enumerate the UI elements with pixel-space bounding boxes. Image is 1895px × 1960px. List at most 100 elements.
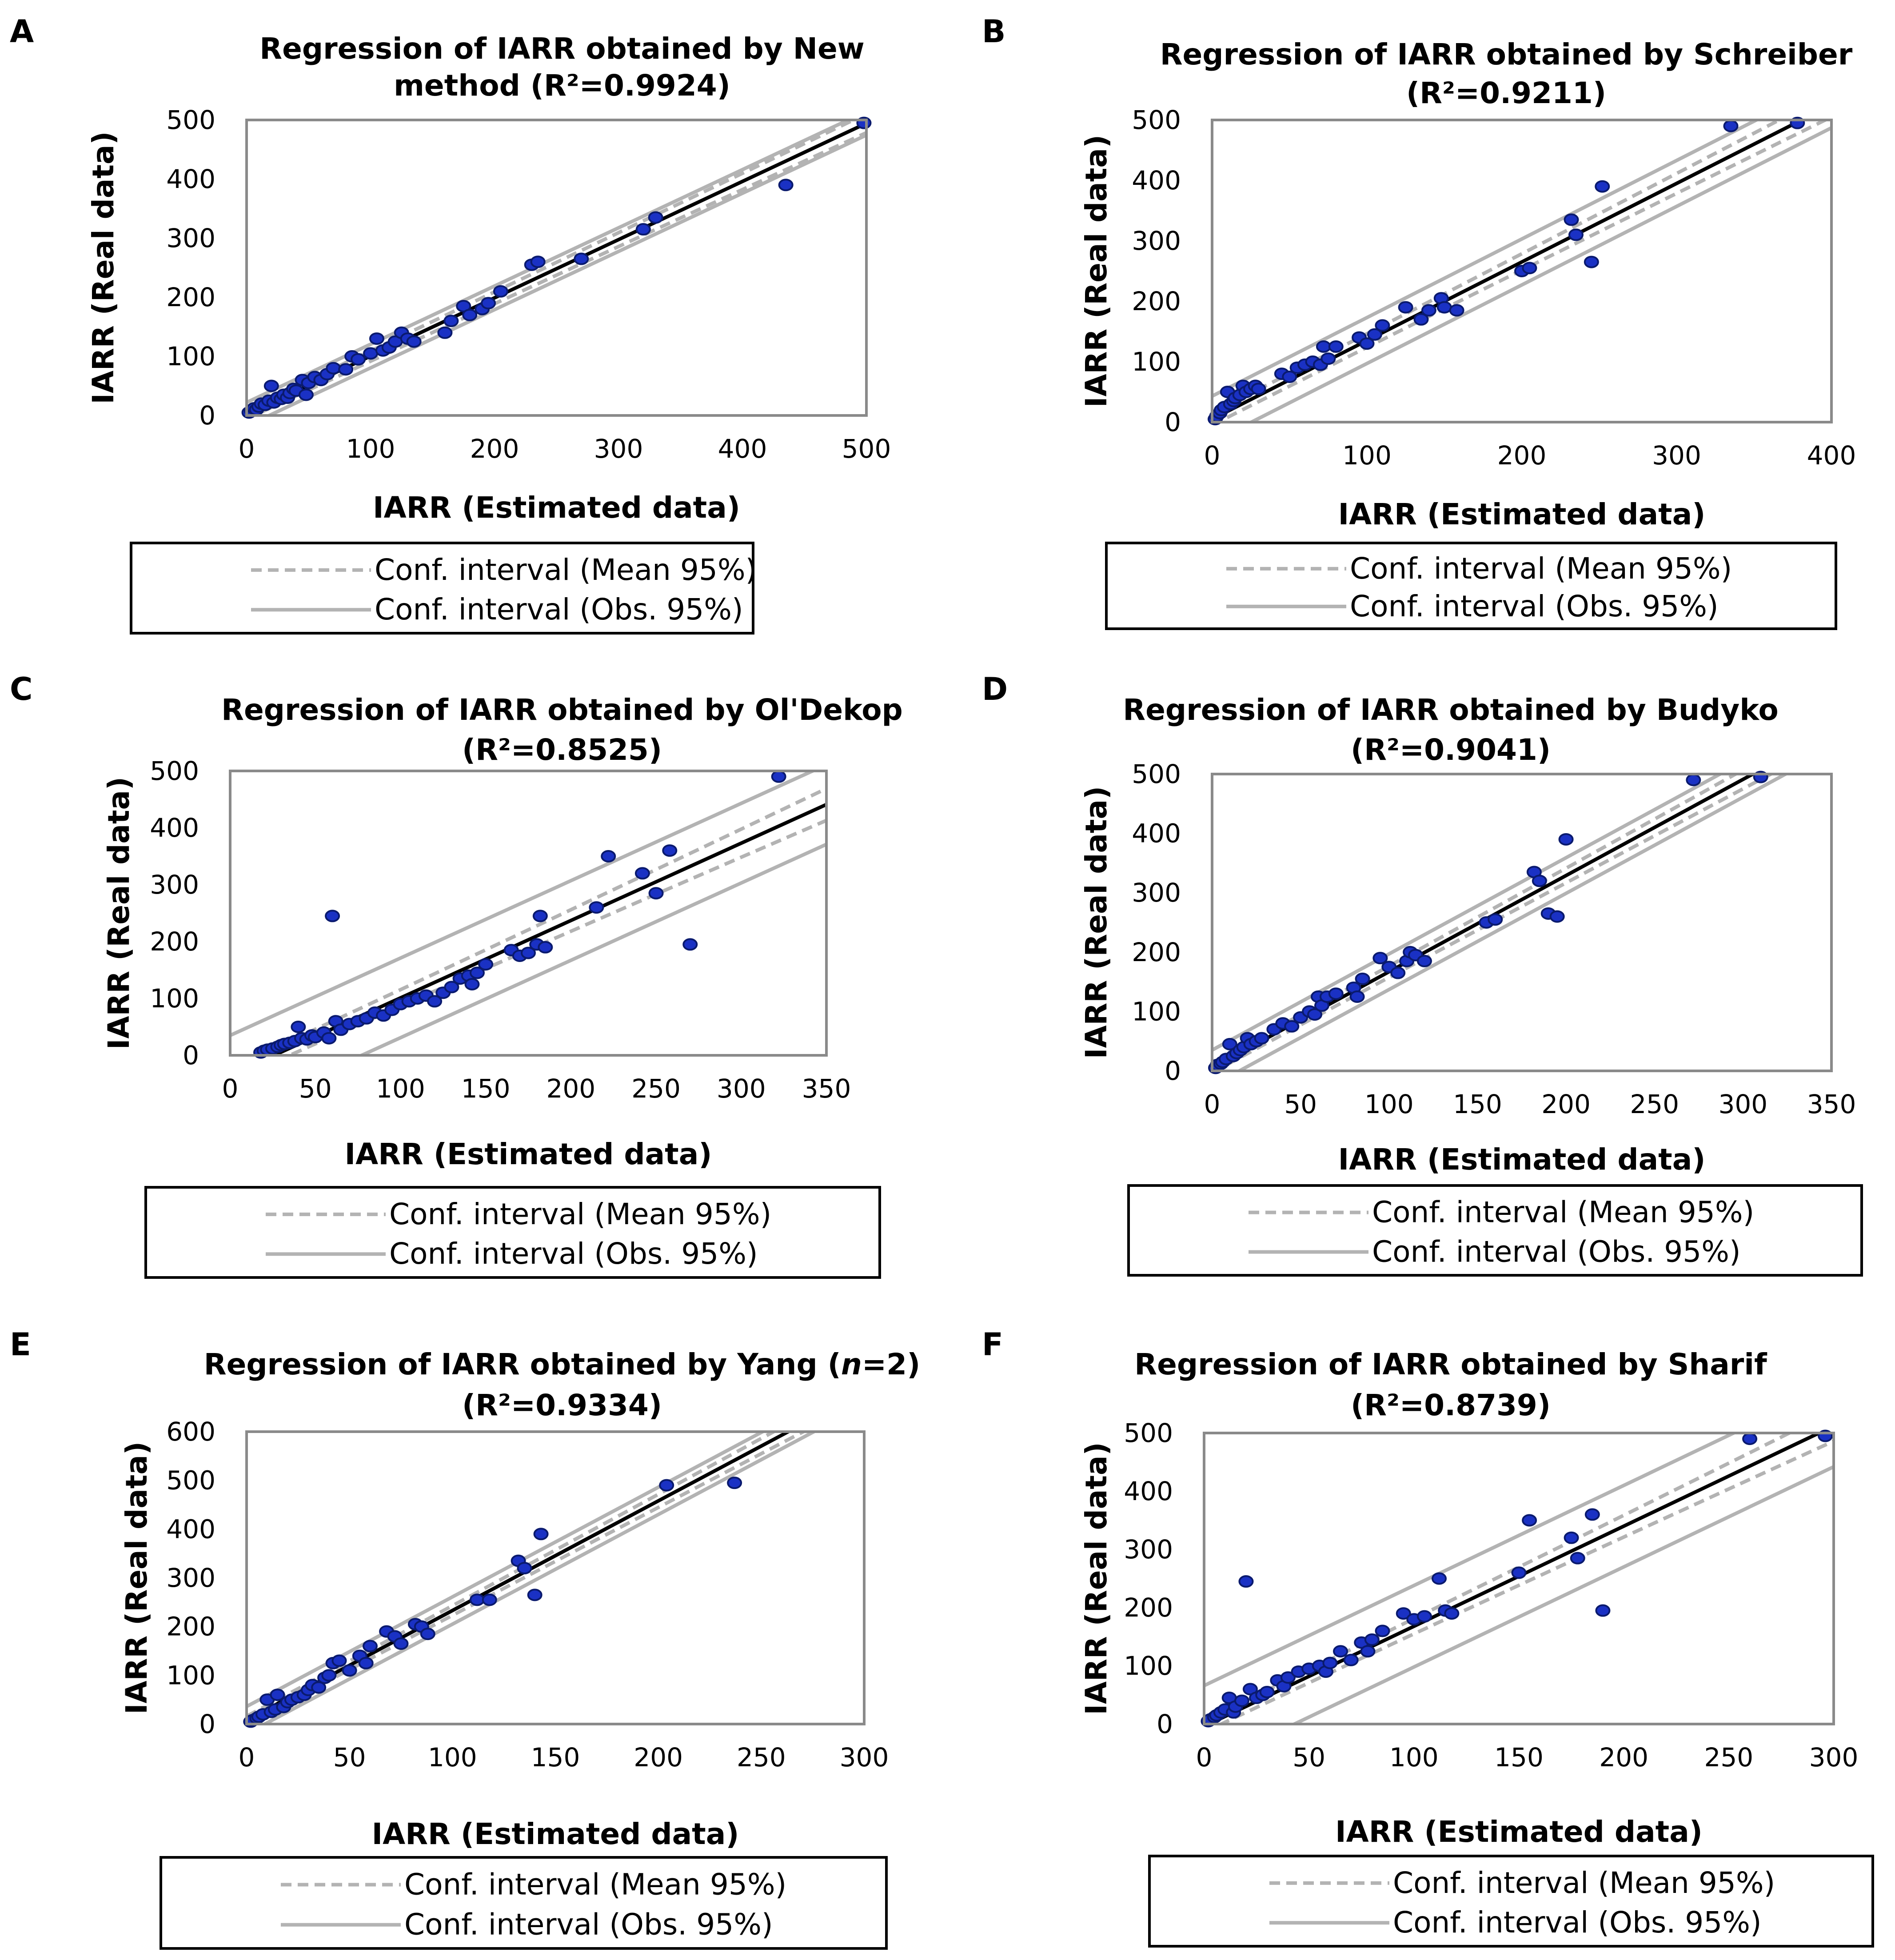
plot-frame [245,1430,866,1725]
ci-obs-lower-line [265,133,866,415]
chart-title-line: Regression of IARR obtained by Schreiber [1160,37,1853,72]
data-point [462,308,478,321]
x-tick-label: 0 [1196,1742,1213,1772]
data-point [532,910,548,922]
data-point [1421,304,1436,317]
ci-mean-lower-line [247,1432,807,1724]
data-point [1511,1566,1527,1579]
data-point [1416,954,1432,967]
x-tick-label: 50 [1293,1742,1325,1772]
data-point [1322,1657,1338,1669]
data-point [1568,228,1584,241]
data-point [727,1477,742,1489]
chart-title-line: Regression of IARR obtained by New [259,32,864,66]
data-point [1595,1604,1611,1617]
data-point [393,1637,409,1650]
data-point [1333,1645,1348,1658]
data-point [1355,972,1370,985]
legend-box [130,542,754,635]
data-point [1564,1531,1579,1544]
data-point [1234,1694,1250,1707]
x-axis-label: IARR (Estimated data) [373,491,740,525]
data-point [478,958,494,971]
data-point [311,1681,327,1694]
x-tick-label: 0 [239,434,255,464]
data-point [351,353,366,366]
data-point [1238,1575,1254,1588]
data-point [1375,319,1390,332]
x-axis-label: IARR (Estimated data) [1338,497,1706,531]
legend-obs-label: Conf. interval (Obs. 95%) [389,1237,758,1271]
y-tick-label: 0 [1165,1056,1181,1086]
ci-obs-lower-line [1247,126,1831,422]
data-point [521,946,536,959]
x-tick-label: 300 [1809,1742,1859,1772]
data-point [1532,874,1547,887]
data-point [1396,1607,1411,1620]
y-tick-label: 300 [1124,1534,1173,1565]
chart-title-line: (R²=0.8525) [462,733,662,767]
data-point [1413,313,1429,326]
data-point [263,379,279,392]
panel-letter: B [982,13,1005,50]
ci-obs-lower-line [357,842,826,1055]
panel-letter: F [982,1326,1003,1363]
data-point [331,1654,347,1667]
ci-mean-upper-line [247,120,858,411]
chart-panel-b: B Regression of IARR obtained by Schreibe… [982,13,1856,630]
legend: Conf. interval (Mean 95%) Conf. interval … [160,1856,888,1950]
data-point [648,211,663,224]
chart-title-line: Regression of IARR obtained by Ol'Dekop [221,693,903,727]
ci-mean-upper-line [254,787,826,1055]
x-tick-label: 250 [1704,1742,1753,1772]
data-point [1222,1038,1237,1050]
x-tick-label: 350 [1807,1089,1856,1119]
ci-mean-upper-line [1204,1433,1794,1722]
data-point [325,910,340,922]
x-tick-label: 150 [531,1742,580,1772]
plot-area [1204,1433,1834,1724]
x-tick-label: 300 [840,1742,889,1772]
data-point [363,347,378,360]
y-tick-label: 200 [166,1612,215,1642]
data-point [1584,255,1599,268]
data-point [363,1640,378,1653]
ci-obs-upper-line [1212,120,1760,398]
data-point [1328,987,1344,1000]
data-point [1251,383,1266,395]
x-tick-label: 200 [1599,1742,1648,1772]
y-tick-label: 0 [1165,407,1181,437]
data-point [427,995,443,1008]
data-point [291,1021,306,1033]
data-point [369,332,384,345]
x-tick-label: 50 [299,1074,332,1104]
x-tick-label: 300 [1718,1089,1767,1119]
data-point [648,887,664,900]
data-point [538,941,553,954]
legend-mean-label: Conf. interval (Mean 95%) [389,1197,771,1231]
x-tick-label: 300 [717,1074,766,1104]
y-tick-label: 400 [1124,1476,1173,1506]
x-tick-label: 100 [376,1074,425,1104]
data-point [1570,1552,1585,1565]
x-tick-label: 100 [428,1742,477,1772]
data-point [634,867,650,880]
data-point [533,1528,549,1541]
y-tick-label: 100 [1132,996,1181,1026]
data-point [482,1593,497,1606]
y-axis-label: IARR (Real data) [1079,786,1113,1059]
y-tick-label: 300 [150,870,199,900]
data-point [1328,340,1344,353]
x-tick-label: 300 [1652,440,1701,471]
x-tick-label: 250 [1630,1089,1679,1119]
y-tick-label: 100 [166,341,215,371]
x-tick-label: 50 [333,1742,366,1772]
y-axis-label: IARR (Real data) [102,777,136,1050]
x-tick-label: 500 [842,434,891,464]
ci-mean-lower-line [1212,774,1775,1071]
ci-mean-lower-line [1217,1439,1834,1724]
ci-obs-lower-line [1236,774,1790,1071]
data-point [437,326,453,339]
data-point [530,255,546,268]
y-tick-label: 0 [1157,1709,1173,1739]
